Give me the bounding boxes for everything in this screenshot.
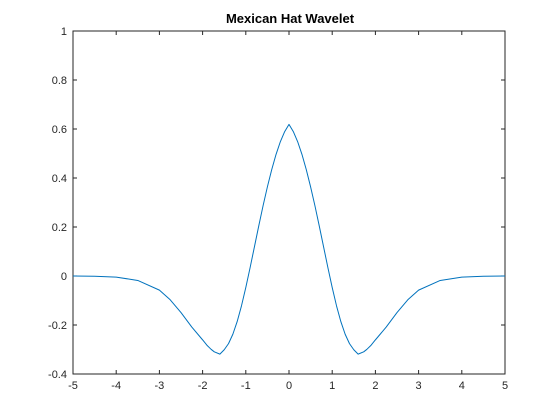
x-tick-label: -3 <box>155 380 165 392</box>
y-tick-label: 1 <box>61 26 67 38</box>
plot-area: -5 -4 -3 -2 -1 0 1 2 3 4 5 -0.4 -0.2 0 0.2 0.4 0.6 0.8 1 <box>48 26 508 392</box>
y-tick-label: -0.2 <box>48 320 67 332</box>
x-tick-label: 1 <box>329 380 335 392</box>
y-tick-label: 0.4 <box>52 173 67 185</box>
y-tick-label: 0.6 <box>52 124 67 136</box>
x-tick-label: -1 <box>241 380 251 392</box>
x-tick-label: -4 <box>111 380 121 392</box>
x-tick-label: -2 <box>198 380 208 392</box>
y-tick-label: 0.2 <box>52 222 67 234</box>
axes-box <box>72 30 506 375</box>
y-tick-label: 0 <box>61 271 67 283</box>
x-tick-label: 4 <box>459 380 465 392</box>
x-tick-label: 0 <box>286 380 292 392</box>
x-tick-label: -5 <box>68 380 78 392</box>
x-tick-label: 5 <box>502 380 508 392</box>
x-tick-label: 3 <box>416 380 422 392</box>
series-line <box>72 123 506 355</box>
x-tick-label: 2 <box>372 380 378 392</box>
y-tick-label: 0.8 <box>52 75 67 87</box>
y-tick-label: -0.4 <box>48 369 67 381</box>
chart-title: Mexican Hat Wavelet <box>226 11 355 26</box>
